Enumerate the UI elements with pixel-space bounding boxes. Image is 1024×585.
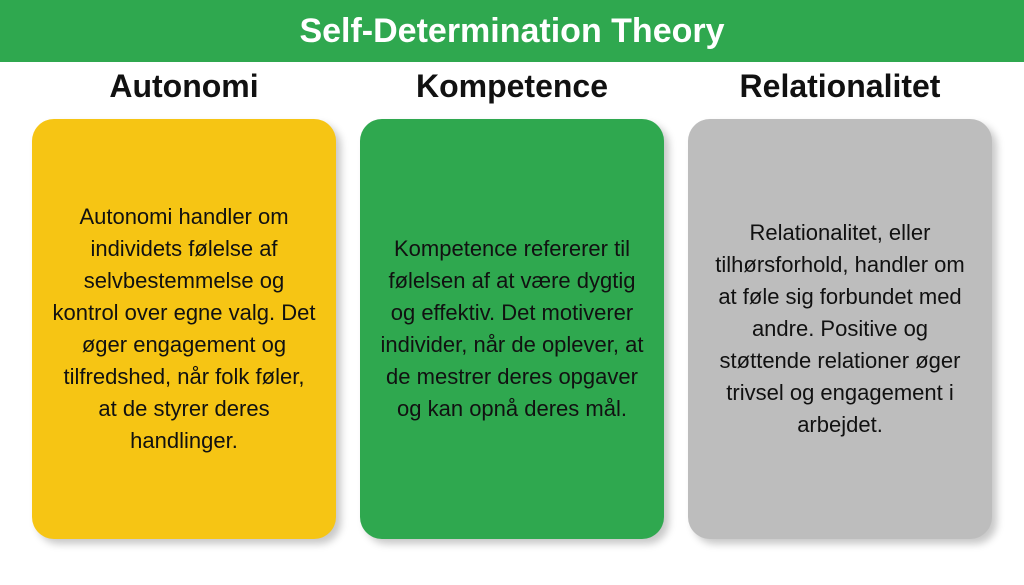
- column-title-autonomi: Autonomi: [109, 68, 258, 105]
- card-relationalitet: Relationalitet, eller tilhørsforhold, ha…: [688, 119, 992, 539]
- card-kompetence: Kompetence refererer til følelsen af at …: [360, 119, 664, 539]
- card-body-kompetence: Kompetence refererer til følelsen af at …: [380, 233, 644, 424]
- column-autonomi: Autonomi Autonomi handler om individets …: [32, 68, 336, 539]
- columns-container: Autonomi Autonomi handler om individets …: [0, 62, 1024, 559]
- column-title-relationalitet: Relationalitet: [740, 68, 941, 105]
- card-body-relationalitet: Relationalitet, eller tilhørsforhold, ha…: [708, 217, 972, 440]
- header-banner: Self-Determination Theory: [0, 0, 1024, 62]
- column-title-kompetence: Kompetence: [416, 68, 608, 105]
- card-autonomi: Autonomi handler om individets følelse a…: [32, 119, 336, 539]
- card-body-autonomi: Autonomi handler om individets følelse a…: [52, 201, 316, 456]
- header-title: Self-Determination Theory: [299, 12, 724, 51]
- column-kompetence: Kompetence Kompetence refererer til føle…: [360, 68, 664, 539]
- column-relationalitet: Relationalitet Relationalitet, eller til…: [688, 68, 992, 539]
